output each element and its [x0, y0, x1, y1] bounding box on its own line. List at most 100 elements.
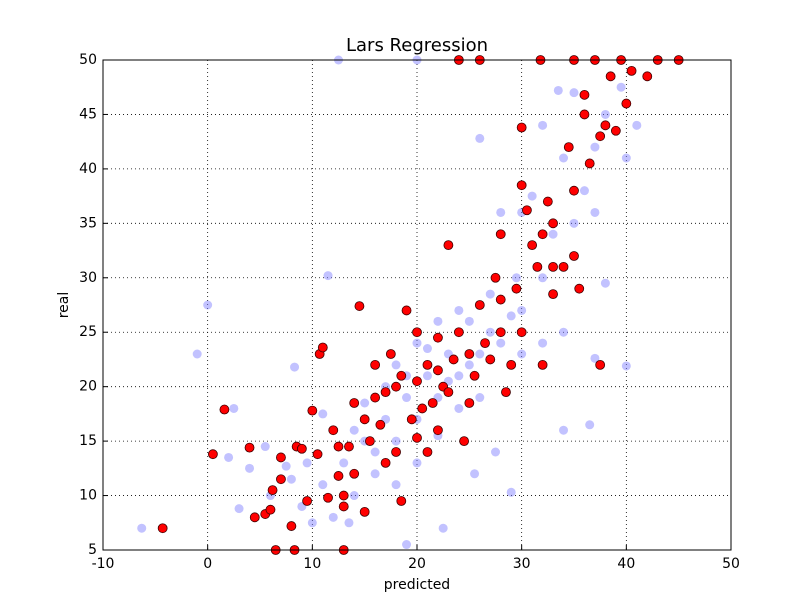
point	[563, 142, 574, 153]
point	[532, 261, 543, 272]
point	[469, 370, 480, 381]
y-axis-label: real	[56, 292, 72, 319]
point	[506, 487, 516, 497]
point	[495, 229, 506, 240]
point	[584, 158, 595, 169]
point	[402, 540, 412, 550]
point	[491, 447, 500, 457]
point	[569, 185, 579, 196]
y-tick-label: 15	[79, 433, 97, 449]
point	[401, 305, 412, 316]
point	[338, 490, 349, 501]
point	[438, 523, 448, 533]
point	[328, 425, 339, 436]
point	[474, 300, 485, 310]
point	[323, 271, 333, 281]
x-tick-label: 10	[303, 556, 321, 572]
point	[548, 289, 558, 300]
point	[542, 196, 553, 207]
point	[454, 371, 464, 381]
point	[480, 338, 490, 349]
point	[495, 327, 506, 338]
plot-frame	[102, 59, 732, 551]
point	[281, 461, 291, 471]
point	[380, 387, 391, 398]
point	[370, 392, 381, 403]
point	[475, 133, 485, 143]
point	[538, 120, 548, 130]
point	[517, 305, 527, 315]
point	[318, 409, 328, 419]
point	[448, 354, 459, 365]
point	[495, 294, 506, 305]
point	[548, 261, 558, 272]
point	[349, 425, 359, 435]
point	[443, 240, 454, 251]
point	[538, 338, 548, 348]
point	[511, 283, 522, 294]
point	[333, 441, 344, 452]
point	[590, 207, 600, 217]
point	[370, 359, 381, 370]
y-tick-label: 5	[88, 542, 97, 558]
point	[527, 240, 538, 251]
point	[527, 191, 537, 201]
point	[464, 398, 475, 408]
point	[422, 344, 432, 354]
point	[370, 469, 380, 479]
point	[207, 449, 218, 460]
y-tick-label: 45	[79, 106, 97, 122]
point	[328, 512, 338, 522]
point	[385, 349, 396, 359]
point	[537, 229, 548, 240]
point	[265, 504, 276, 515]
point	[422, 359, 433, 370]
point	[516, 327, 527, 338]
point	[559, 425, 569, 435]
point	[307, 405, 318, 416]
point	[427, 398, 438, 408]
point	[276, 474, 286, 485]
point	[349, 468, 360, 479]
y-tick-label: 50	[79, 52, 97, 68]
point	[590, 142, 600, 152]
point	[490, 272, 501, 283]
point	[537, 359, 548, 370]
point	[224, 452, 234, 462]
y-tick-label: 20	[79, 379, 97, 395]
point	[317, 342, 328, 353]
point	[485, 327, 495, 337]
point	[616, 82, 626, 92]
point	[312, 449, 323, 460]
x-tick-label: 0	[203, 556, 212, 572]
point	[229, 403, 239, 413]
point	[412, 432, 422, 443]
point	[417, 403, 428, 414]
point	[632, 120, 642, 130]
point	[360, 398, 370, 408]
point	[433, 316, 443, 326]
point	[333, 471, 344, 481]
point	[569, 218, 579, 228]
point	[574, 283, 585, 294]
point	[621, 98, 632, 109]
point	[406, 414, 417, 425]
y-tick-label: 10	[79, 488, 97, 504]
point	[433, 332, 443, 343]
point	[412, 338, 422, 348]
point	[307, 518, 317, 528]
point	[453, 327, 464, 338]
point	[354, 301, 365, 311]
point	[302, 458, 312, 468]
x-tick-label: 30	[513, 556, 531, 572]
point	[396, 496, 407, 506]
point	[422, 447, 433, 457]
x-tick-label: 20	[408, 556, 426, 572]
point	[244, 442, 255, 453]
point	[359, 506, 370, 517]
x-tick-label: 40	[617, 556, 635, 572]
point	[517, 349, 527, 359]
point	[433, 365, 443, 376]
point	[203, 300, 213, 310]
point	[286, 474, 296, 484]
